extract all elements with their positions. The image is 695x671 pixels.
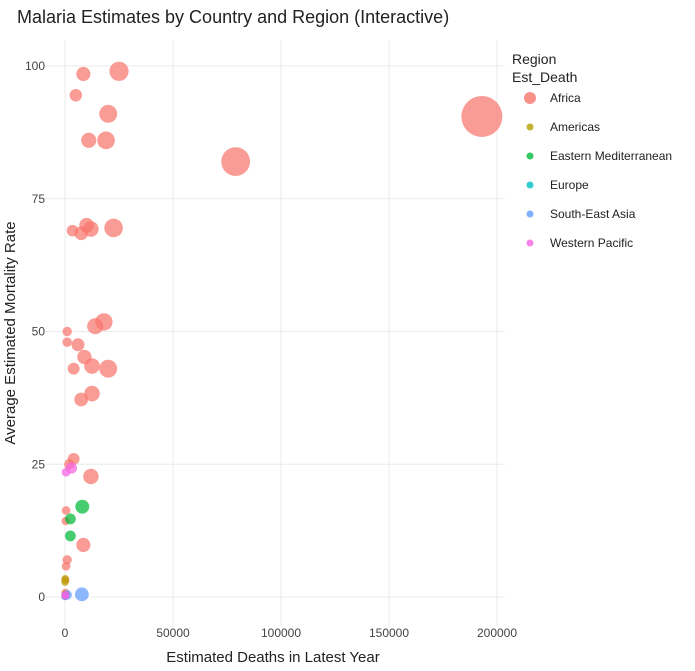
legend-swatch-americas[interactable]	[526, 123, 534, 131]
data-point-africa[interactable]	[62, 337, 72, 347]
x-tick-label: 100000	[261, 626, 301, 640]
data-point-africa[interactable]	[461, 95, 503, 137]
data-point-western-pacific[interactable]	[61, 592, 70, 600]
data-point-africa[interactable]	[99, 359, 118, 378]
legend-label-africa[interactable]: Africa	[550, 91, 581, 105]
data-point-africa[interactable]	[61, 561, 71, 571]
data-point-africa[interactable]	[95, 313, 113, 331]
data-point-eastern-mediterranean[interactable]	[75, 499, 90, 514]
legend-title-region: Region	[512, 51, 556, 67]
data-point-africa[interactable]	[71, 338, 85, 352]
data-point-africa[interactable]	[83, 221, 99, 237]
data-point-eastern-mediterranean[interactable]	[64, 513, 76, 525]
x-tick-label: 50000	[156, 626, 190, 640]
legend-swatch-africa[interactable]	[524, 92, 536, 104]
grid-lines	[45, 40, 505, 627]
data-point-africa[interactable]	[83, 468, 99, 485]
y-tick-label: 25	[32, 457, 46, 471]
data-point-africa[interactable]	[76, 537, 91, 553]
data-point-africa[interactable]	[62, 326, 72, 337]
legend-swatch-western-pacific[interactable]	[526, 239, 534, 247]
legend-items: Africa Americas Eastern Mediterranean Europ…	[524, 91, 672, 250]
data-point-africa[interactable]	[104, 218, 123, 238]
y-axis-title: Average Estimated Mortality Rate	[2, 221, 19, 444]
data-point-africa[interactable]	[221, 147, 251, 176]
y-tick-label: 50	[32, 325, 46, 339]
x-tick-labels: 0 50000 100000 150000 200000	[62, 626, 518, 640]
legend-swatch-europe[interactable]	[526, 181, 534, 189]
legend-label-europe[interactable]: Europe	[550, 178, 589, 192]
data-point-africa[interactable]	[76, 66, 91, 82]
data-point-africa[interactable]	[84, 385, 100, 402]
data-point-americas[interactable]	[61, 578, 69, 586]
data-point-africa[interactable]	[67, 362, 80, 375]
data-point-africa[interactable]	[97, 131, 115, 150]
data-point-eastern-mediterranean[interactable]	[64, 530, 76, 542]
legend-label-eastern-mediterranean[interactable]: Eastern Mediterranean	[550, 149, 672, 163]
data-point-africa[interactable]	[99, 104, 118, 123]
legend-label-americas[interactable]: Americas	[550, 120, 600, 134]
y-tick-labels: 0 25 50 75 100	[25, 59, 45, 604]
data-point-south-east-asia[interactable]	[74, 587, 89, 602]
legend-swatch-south-east-asia[interactable]	[526, 210, 534, 218]
x-tick-label: 150000	[369, 626, 409, 640]
y-tick-label: 75	[32, 192, 46, 206]
data-point-western-pacific[interactable]	[61, 467, 71, 477]
y-tick-label: 0	[38, 590, 45, 604]
legend-label-south-east-asia[interactable]: South-East Asia	[550, 207, 636, 221]
data-point-africa[interactable]	[69, 88, 83, 102]
x-tick-label: 200000	[477, 626, 517, 640]
data-point-africa[interactable]	[81, 132, 97, 148]
legend-title-est-death: Est_Death	[512, 69, 577, 85]
legend: Region Est_Death Africa Americas Eastern M…	[512, 51, 672, 250]
chart-title: Malaria Estimates by Country and Region …	[17, 7, 449, 27]
x-axis-title: Estimated Deaths in Latest Year	[166, 649, 379, 666]
legend-label-western-pacific[interactable]: Western Pacific	[550, 236, 633, 250]
data-points	[61, 61, 503, 602]
legend-swatch-eastern-mediterranean[interactable]	[526, 152, 534, 160]
data-point-africa[interactable]	[84, 358, 100, 374]
data-point-africa[interactable]	[61, 506, 71, 515]
x-tick-label: 0	[62, 626, 69, 640]
y-tick-label: 100	[25, 59, 45, 73]
data-point-africa[interactable]	[109, 61, 129, 81]
